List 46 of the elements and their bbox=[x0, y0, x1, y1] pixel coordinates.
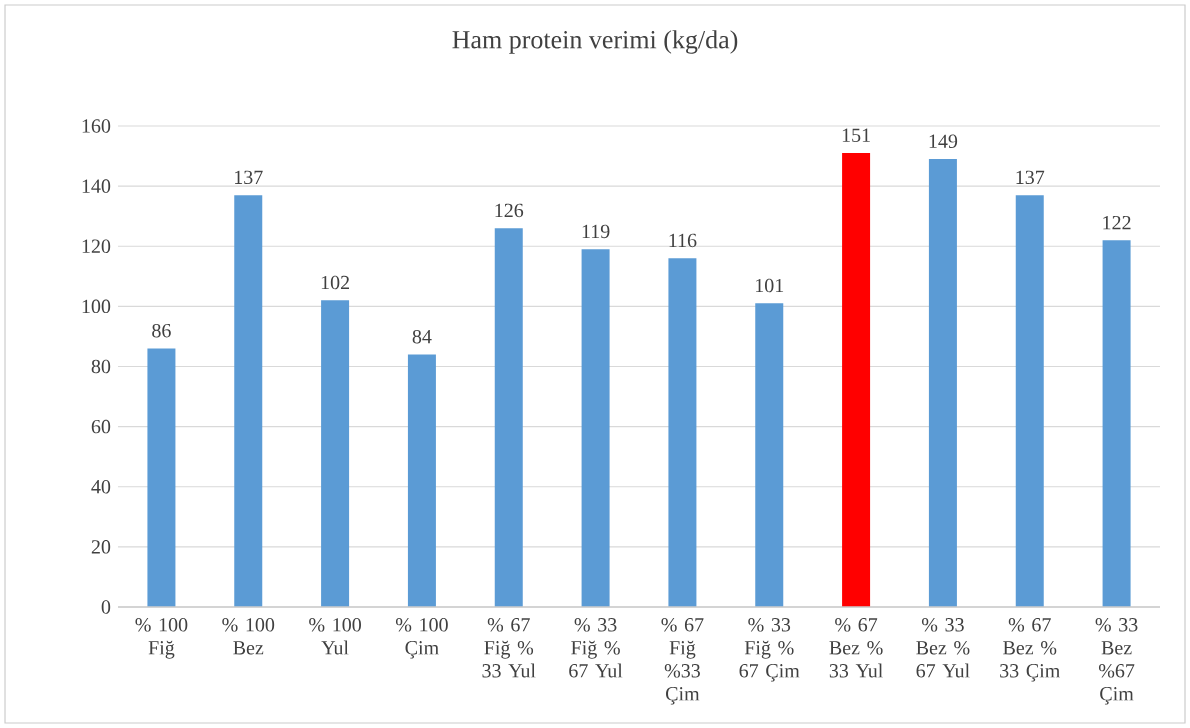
y-tick-label: 60 bbox=[91, 419, 111, 434]
bar bbox=[581, 249, 610, 607]
bar bbox=[928, 159, 957, 607]
data-label: 122 bbox=[1103, 215, 1131, 230]
x-tick-label: % 100 Yul bbox=[309, 618, 361, 655]
x-tick-label: % 33 Fiğ % 67 Yul bbox=[569, 618, 623, 678]
x-tick-label: % 67 Bez % 33 Çim bbox=[1000, 618, 1060, 682]
bar bbox=[321, 300, 350, 607]
data-label: 119 bbox=[582, 224, 610, 239]
data-label: 151 bbox=[842, 128, 870, 142]
data-label: 84 bbox=[412, 329, 432, 344]
x-tick-label: % 100 Bez bbox=[222, 618, 275, 655]
data-label: 126 bbox=[495, 203, 524, 218]
bar bbox=[1015, 195, 1044, 607]
y-tick-label: 20 bbox=[91, 540, 111, 554]
bar bbox=[234, 195, 263, 607]
x-tick-label: % 67 Fiğ % 33 Yul bbox=[482, 618, 536, 678]
data-label: 137 bbox=[1016, 170, 1045, 185]
x-tick-label: % 67 Bez % 33 Yul bbox=[829, 618, 883, 678]
bar bbox=[407, 354, 436, 607]
x-tick-label: % 33 Bez %67 Çim bbox=[1095, 618, 1138, 705]
x-tick-label: % 33 Bez % 67 Yul bbox=[916, 618, 970, 678]
data-label: 102 bbox=[321, 275, 349, 290]
y-tick-label: 0 bbox=[101, 600, 111, 614]
y-tick-label: 140 bbox=[82, 179, 111, 193]
y-tick-label: 80 bbox=[91, 359, 111, 374]
y-tick-label: 40 bbox=[91, 479, 111, 494]
data-label: 116 bbox=[669, 233, 697, 248]
y-tick-label: 160 bbox=[82, 119, 111, 133]
bar bbox=[668, 258, 697, 607]
x-tick-label: % 33 Fiğ % 67 Çim bbox=[739, 618, 800, 682]
chart-title: Ham protein verimi (kg/da) bbox=[452, 30, 738, 54]
bar bbox=[147, 348, 176, 607]
x-tick-label: % 100 Çim bbox=[395, 618, 448, 659]
x-tick-label: % 67 Fiğ %33 Çim bbox=[661, 618, 704, 705]
data-label: 86 bbox=[152, 323, 171, 338]
bar bbox=[494, 228, 523, 607]
bar bbox=[1102, 240, 1131, 607]
bar bbox=[755, 303, 784, 607]
data-label: 149 bbox=[929, 134, 958, 148]
bar bbox=[842, 153, 871, 607]
data-label: 101 bbox=[756, 278, 784, 293]
y-tick-label: 100 bbox=[82, 299, 111, 314]
x-tick-label: % 100 Fiğ bbox=[135, 618, 188, 659]
data-label: 137 bbox=[235, 170, 263, 185]
y-tick-label: 120 bbox=[82, 239, 111, 253]
